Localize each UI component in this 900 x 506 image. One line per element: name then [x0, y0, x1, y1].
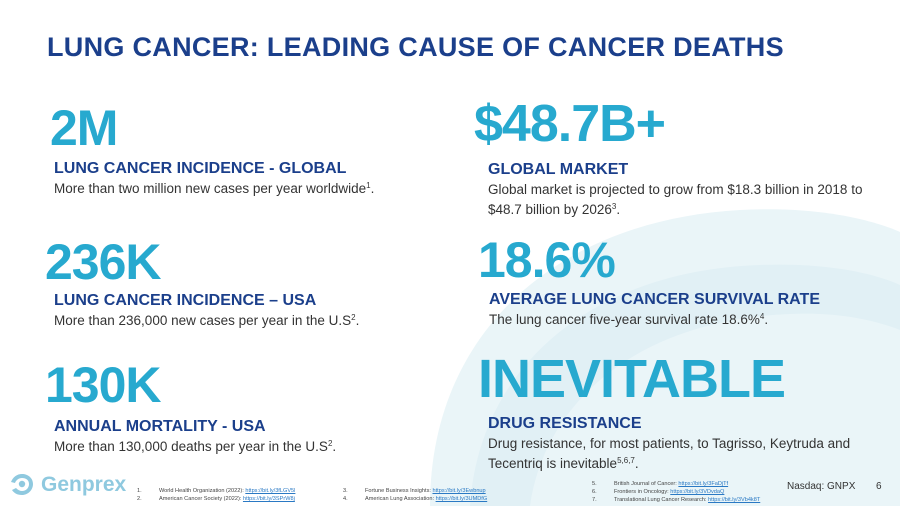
- logo-text: Genprex: [41, 473, 127, 496]
- stat-description: Global market is projected to grow from …: [488, 182, 863, 217]
- stat-label: LUNG CANCER INCIDENCE - GLOBAL: [54, 160, 347, 177]
- reference-item: 6. Frontiers in Oncology: https://bit.ly/…: [592, 489, 725, 495]
- nasdaq-ticker: Nasdaq: GNPX: [787, 481, 856, 492]
- references-col-1: 1. World Health Organization (2022): http…: [137, 487, 295, 503]
- reference-item: 3. Fortune Business Insights: https://bit…: [343, 488, 486, 494]
- reference-item: 2. American Cancer Society (2022): https:…: [137, 496, 295, 502]
- reference-item: 7. Translational Lung Cancer Research: ht…: [592, 497, 761, 503]
- stat-global-market: $48.7B+ GLOBAL MARKET Global market is p…: [474, 98, 868, 220]
- stat-label: DRUG RESISTANCE: [488, 415, 642, 432]
- stat-label: LUNG CANCER INCIDENCE – USA: [54, 292, 317, 309]
- stat-usa-mortality: 130K ANNUAL MORTALITY - USA More than 13…: [45, 360, 454, 457]
- slide-title: LUNG CANCER: LEADING CAUSE OF CANCER DEA…: [47, 32, 784, 62]
- stat-value: 236K: [45, 234, 162, 290]
- stat-value: 130K: [45, 357, 162, 413]
- reference-link[interactable]: https://bit.ly/3Ewbnup: [432, 488, 486, 494]
- stat-description: More than 236,000 new cases per year in …: [54, 313, 360, 328]
- stat-value: 2M: [50, 100, 118, 156]
- stat-description: Drug resistance, for most patients, to T…: [488, 436, 851, 471]
- reference-item: 5. British Journal of Cancer: https://bit…: [592, 481, 729, 487]
- references-col-2: 3. Fortune Business Insights: https://bit…: [343, 487, 487, 503]
- reference-link[interactable]: https://bit.ly/3VDvdaQ: [670, 489, 725, 495]
- reference-link[interactable]: https://bit.ly/3UMDfG: [435, 496, 488, 502]
- stat-description: More than two million new cases per year…: [54, 181, 375, 196]
- stat-drug-resistance: INEVITABLE DRUG RESISTANCE Drug resistan…: [478, 352, 888, 474]
- stat-label: AVERAGE LUNG CANCER SURVIVAL RATE: [489, 291, 820, 308]
- stat-global-incidence: 2M LUNG CANCER INCIDENCE - GLOBAL More t…: [50, 103, 454, 199]
- reference-item: 4. American Lung Association: https://bit…: [343, 496, 488, 502]
- stat-label: GLOBAL MARKET: [488, 161, 629, 178]
- stat-value: INEVITABLE: [478, 349, 786, 409]
- reference-link[interactable]: https://bit.ly/3Vb4k8T: [708, 497, 761, 503]
- stat-survival-rate: 18.6% AVERAGE LUNG CANCER SURVIVAL RATE …: [478, 235, 869, 330]
- stat-usa-incidence: 236K LUNG CANCER INCIDENCE – USA More th…: [45, 237, 454, 331]
- stat-label: ANNUAL MORTALITY - USA: [54, 418, 266, 435]
- reference-link[interactable]: https://bit.ly/3fLGV5l: [245, 488, 296, 494]
- genprex-logo: Genprex: [8, 472, 126, 498]
- references-col-3: 5. British Journal of Cancer: https://bit…: [592, 480, 760, 504]
- reference-link[interactable]: https://bit.ly/3SPrW8j: [242, 496, 295, 502]
- stat-value: 18.6%: [478, 232, 616, 288]
- reference-link[interactable]: https://bit.ly/3FaDjTf: [678, 481, 729, 487]
- stat-description: More than 130,000 deaths per year in the…: [54, 439, 337, 454]
- page-number: 6: [876, 481, 882, 492]
- stat-value: $48.7B+: [474, 95, 666, 153]
- genprex-logo-icon: [11, 474, 33, 495]
- stat-description: The lung cancer five-year survival rate …: [489, 312, 769, 327]
- reference-item: 1. World Health Organization (2022): http…: [137, 488, 296, 494]
